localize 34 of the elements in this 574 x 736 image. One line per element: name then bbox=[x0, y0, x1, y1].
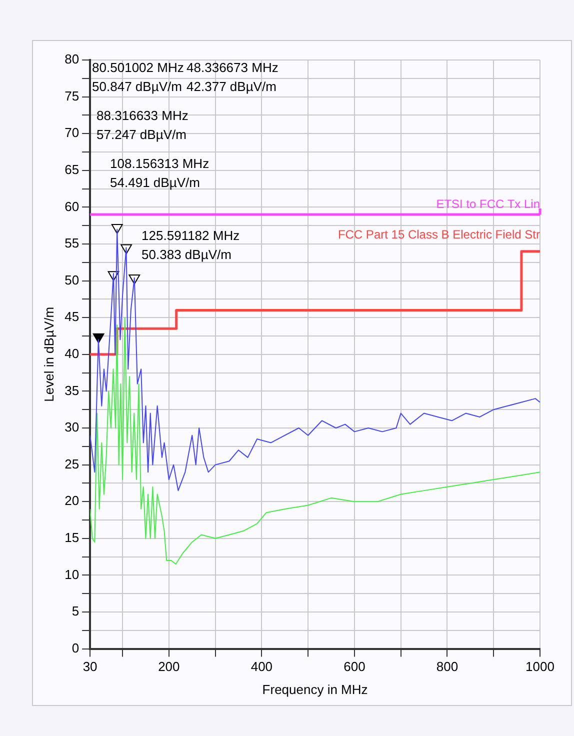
y-tick-label: 25 bbox=[64, 456, 80, 472]
y-tick-label: 40 bbox=[64, 346, 80, 361]
y-tick-label: 35 bbox=[64, 382, 80, 398]
y-tick-label: 65 bbox=[64, 162, 80, 177]
y-tick-label: 15 bbox=[64, 530, 80, 545]
point bbox=[92, 333, 104, 344]
y-tick-label: 55 bbox=[64, 236, 80, 251]
annotation: 48.336673 MHz 42.377 dBµV/m bbox=[186, 60, 278, 94]
y-tick-label: 70 bbox=[64, 125, 80, 140]
y-tick-label: 60 bbox=[64, 198, 80, 214]
series-label: FCC Part 15 Class B Electric Field Str bbox=[338, 228, 540, 242]
annotation: 108.156313 MHz 54.491 dBµV/m bbox=[110, 156, 210, 190]
ref-line-label: ETSI to FCC Tx Lin bbox=[436, 196, 540, 211]
y-tick-label: 5 bbox=[72, 604, 80, 619]
x-tick-label: 800 bbox=[436, 659, 458, 674]
y-tick-label: 10 bbox=[64, 566, 80, 582]
y-tick-label: 0 bbox=[72, 640, 80, 656]
x-tick-label: 200 bbox=[158, 659, 180, 674]
x-tick-label: 1000 bbox=[526, 659, 554, 674]
y-tick-label: 20 bbox=[64, 493, 80, 508]
y-tick-label: 75 bbox=[64, 88, 80, 104]
x-tick-label: 600 bbox=[344, 659, 366, 674]
annotation: 88.316633 MHz 57.247 dBµV/m bbox=[96, 108, 188, 142]
annotation: 125.591182 MHz 50.383 dBµV/m bbox=[142, 228, 240, 262]
x-tick-label: 30 bbox=[82, 659, 98, 674]
y-tick-label: 30 bbox=[64, 420, 80, 435]
y-tick-label: 45 bbox=[64, 309, 80, 324]
point bbox=[111, 224, 123, 234]
y-tick-label: 50 bbox=[64, 272, 80, 288]
x-axis-title: Frequency in MHz bbox=[262, 682, 368, 697]
annotation: 80.501002 MHz 50.847 dBµV/m bbox=[92, 60, 184, 94]
x-tick-label: 400 bbox=[250, 659, 273, 674]
y-tick-label: 80 bbox=[64, 52, 80, 67]
y-axis-title: Level in dBµV/m bbox=[41, 306, 56, 402]
